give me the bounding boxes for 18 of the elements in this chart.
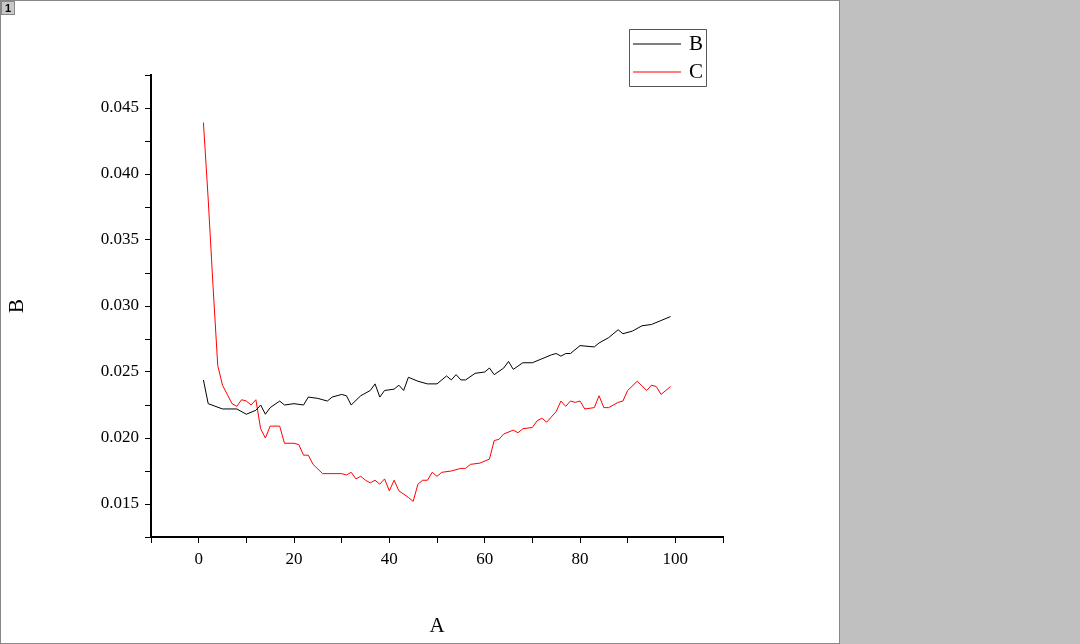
x-tick-label: 40: [380, 548, 398, 568]
x-tick-label: 80: [571, 548, 589, 568]
x-tick-label: 20: [285, 548, 303, 568]
legend-label: B: [689, 30, 704, 55]
y-tick-label: 0.035: [100, 229, 139, 249]
y-tick-label: 0.040: [100, 163, 139, 183]
y-tick-label: 0.045: [100, 97, 139, 117]
y-axis-title: B: [4, 298, 29, 314]
x-axis-title: A: [429, 612, 446, 637]
y-tick-label: 0.025: [100, 361, 139, 381]
legend-label: C: [689, 58, 704, 83]
y-tick-label: 0.015: [100, 493, 139, 513]
x-tick-label: 0: [194, 548, 203, 568]
x-tick-label: 100: [662, 548, 689, 568]
text: 1: [1, 1, 16, 15]
x-tick-label: 60: [476, 548, 494, 568]
y-tick-label: 0.030: [100, 295, 139, 315]
y-tick-label: 0.020: [100, 427, 139, 447]
